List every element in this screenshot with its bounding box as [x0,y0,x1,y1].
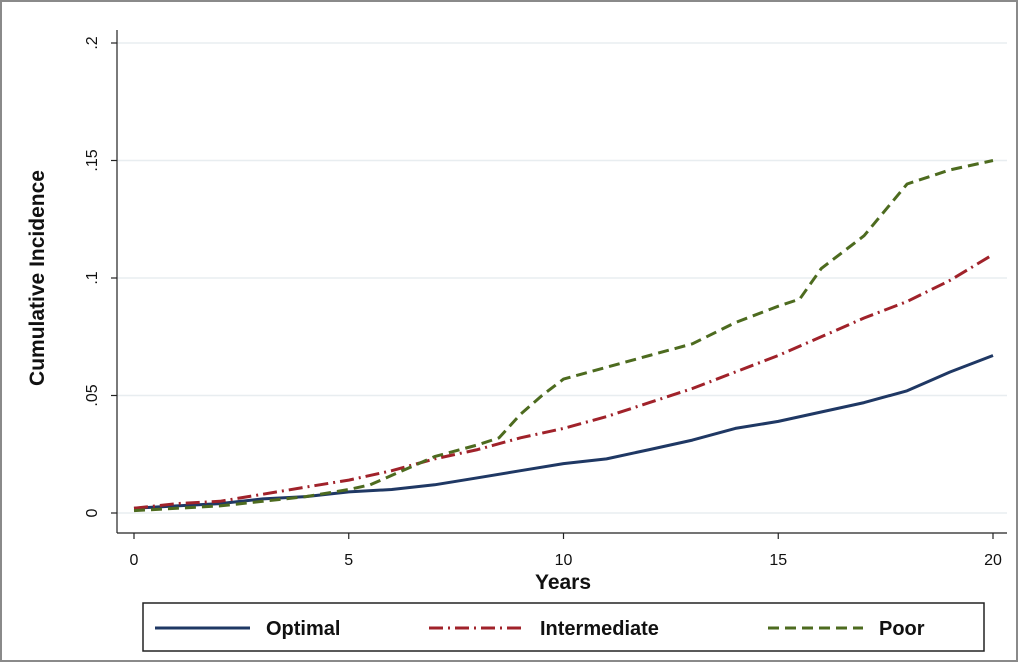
grid [117,42,1007,514]
y-tick-label: 0 [84,508,101,517]
x-axis-title: Years [535,571,591,594]
x-tick-label: 20 [984,552,1002,569]
y-tick-label: .2 [84,36,101,49]
legend-label-intermediate: Intermediate [540,618,659,640]
axes: 0 .05 .1 .15 .2 0 5 10 15 20 [84,30,1007,569]
series-line-poor [133,159,994,513]
x-tick-label: 15 [769,552,787,569]
legend-label-optimal: Optimal [266,618,340,640]
y-axis-title: Cumulative Incidence [26,170,49,386]
series-line-intermediate [133,253,994,510]
y-tick-label: .15 [84,149,101,171]
y-tick-label: .05 [84,384,101,406]
series-line-optimal [133,354,994,510]
series [133,159,994,513]
legend: Optimal Intermediate Poor [142,602,985,652]
x-tick-label: 10 [555,552,573,569]
x-tick-label: 5 [344,552,353,569]
y-tick-label: .1 [84,271,101,284]
legend-label-poor: Poor [879,618,925,640]
x-tick-label: 0 [130,552,139,569]
